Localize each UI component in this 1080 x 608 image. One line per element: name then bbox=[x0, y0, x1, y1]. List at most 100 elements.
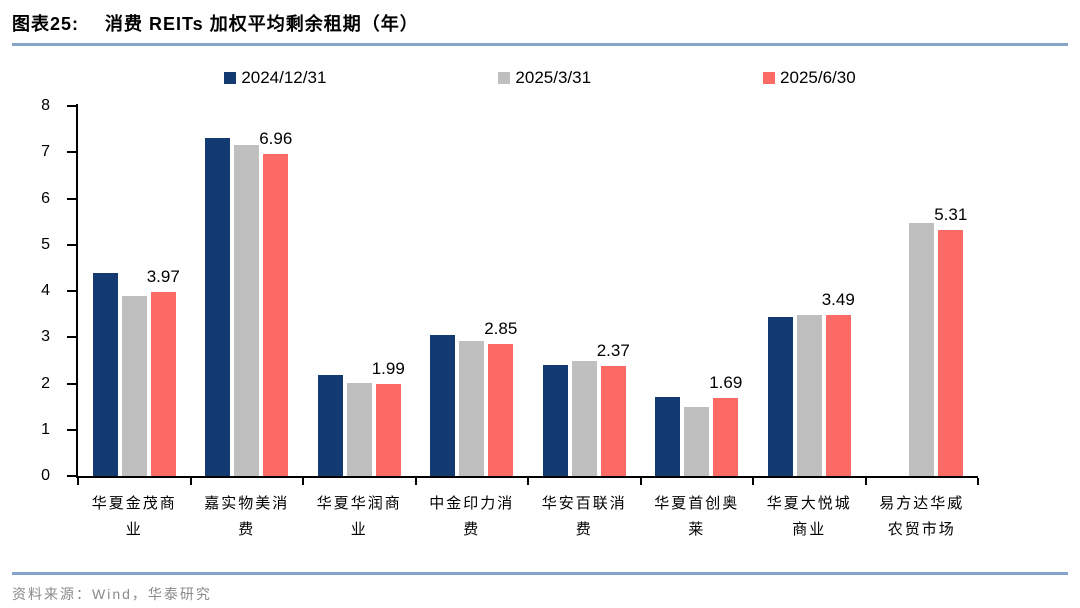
bar-value-label: 1.69 bbox=[709, 372, 743, 392]
y-tick-mark bbox=[67, 243, 76, 246]
x-category-cell: 华夏金茂商业 bbox=[78, 490, 191, 543]
bar-slot bbox=[459, 106, 485, 476]
bar-slot: 2.37 bbox=[597, 106, 630, 476]
bar-2024-12-31 bbox=[767, 316, 793, 476]
x-tick-mark bbox=[752, 478, 754, 485]
bar-slot bbox=[317, 106, 343, 476]
bar-slot bbox=[655, 106, 681, 476]
y-tick-label: 6 bbox=[41, 189, 50, 207]
chart-title: 图表25: 消费 REITs 加权平均剩余租期（年） bbox=[12, 8, 1068, 46]
source-row: 资料来源：Wind，华泰研究 bbox=[12, 572, 1068, 604]
y-tick-label: 7 bbox=[41, 143, 50, 161]
bar-2025-3-31 bbox=[346, 383, 372, 476]
bar-value-label: 2.85 bbox=[484, 319, 518, 339]
legend-swatch-icon bbox=[763, 72, 776, 84]
y-tick-mark bbox=[67, 382, 76, 385]
y-tick-mark bbox=[67, 197, 76, 200]
bar-slot bbox=[430, 106, 456, 476]
y-tick-mark bbox=[67, 151, 76, 154]
bar-2025-3-31 bbox=[459, 340, 485, 476]
legend-label: 2024/12/31 bbox=[241, 68, 327, 87]
y-tick-label: 5 bbox=[41, 235, 50, 253]
y-tick-label: 2 bbox=[41, 374, 50, 392]
bar-group: 2.37 bbox=[528, 106, 641, 476]
x-tick-mark bbox=[639, 478, 642, 485]
x-category-label: 华夏首创奥莱 bbox=[654, 494, 740, 539]
bar-slot: 1.69 bbox=[709, 106, 742, 476]
y-tick-mark bbox=[67, 475, 76, 477]
bar-group: 1.99 bbox=[303, 106, 416, 476]
bar-2024-12-31 bbox=[542, 365, 568, 476]
bar-group: 1.69 bbox=[641, 106, 754, 476]
x-category-label: 华夏华润商业 bbox=[316, 494, 402, 539]
bar-2025-3-31 bbox=[909, 222, 935, 476]
x-category-label: 华夏金茂商业 bbox=[91, 494, 177, 539]
bar-slot bbox=[542, 106, 568, 476]
legend-item-2024-12-31: 2024/12/31 bbox=[224, 68, 326, 88]
bar-slot: 3.49 bbox=[822, 106, 855, 476]
bar-2024-12-31 bbox=[430, 334, 456, 476]
y-tick-label: 4 bbox=[41, 282, 50, 299]
bar-slot bbox=[909, 106, 935, 476]
bar-group: 3.49 bbox=[753, 106, 866, 476]
x-category-cell: 易方达华威 农贸市场 bbox=[866, 490, 979, 543]
bar-group: 6.96 bbox=[191, 106, 304, 476]
bar-2025-3-31 bbox=[121, 295, 147, 476]
bar-value-label: 5.31 bbox=[934, 205, 968, 225]
x-category-cell: 嘉实物美消费 bbox=[191, 490, 304, 543]
bar-2025-6-30 bbox=[375, 383, 401, 476]
bar-slot bbox=[684, 106, 710, 476]
bar-slot: 5.31 bbox=[934, 106, 967, 476]
chart-area: 0 1 2 3 4 5 6 7 8 3.97 6.96 1.99 2.85 2.37 1.69 3.49 5.… bbox=[12, 97, 1068, 558]
figure-title-text: 消费 REITs 加权平均剩余租期（年） bbox=[105, 14, 419, 34]
bar-2025-3-31 bbox=[234, 144, 260, 476]
bar-2025-3-31 bbox=[571, 361, 597, 476]
x-tick-mark bbox=[77, 478, 79, 485]
y-tick-mark bbox=[67, 105, 76, 107]
bar-2025-6-30 bbox=[150, 292, 176, 476]
bar-slot bbox=[346, 106, 372, 476]
bar-group: 2.85 bbox=[416, 106, 529, 476]
x-category-label: 易方达华威 农贸市场 bbox=[879, 494, 965, 539]
bar-slot bbox=[571, 106, 597, 476]
x-category-label: 华夏大悦城 商业 bbox=[766, 494, 852, 539]
bar-slot bbox=[205, 106, 231, 476]
bar-slot: 1.99 bbox=[372, 106, 405, 476]
bar-2024-12-31 bbox=[92, 273, 118, 476]
bar-slot: 2.85 bbox=[484, 106, 517, 476]
bar-value-label: 1.99 bbox=[371, 358, 405, 378]
x-category-cell: 华安百联消费 bbox=[528, 490, 641, 543]
y-tick-label: 1 bbox=[41, 420, 50, 438]
bar-2025-6-30 bbox=[263, 154, 289, 476]
bar-value-label: 3.97 bbox=[146, 267, 180, 287]
legend-label: 2025/6/30 bbox=[780, 68, 856, 87]
bar-2025-3-31 bbox=[796, 315, 822, 476]
bar-slot bbox=[234, 106, 260, 476]
x-category-cell: 华夏首创奥莱 bbox=[641, 490, 754, 543]
y-tick-mark bbox=[67, 428, 76, 431]
x-tick-mark bbox=[864, 478, 867, 485]
x-category-label: 华安百联消费 bbox=[541, 494, 627, 539]
x-tick-mark bbox=[189, 478, 192, 485]
bar-group: 3.97 bbox=[78, 106, 191, 476]
source-text: 资料来源：Wind，华泰研究 bbox=[12, 586, 212, 602]
plot-area: 3.97 6.96 1.99 2.85 2.37 1.69 3.49 5.31 bbox=[67, 104, 979, 485]
bar-2025-6-30 bbox=[825, 314, 851, 476]
y-axis-labels: 0 1 2 3 4 5 6 7 8 bbox=[12, 97, 64, 484]
bar-2025-6-30 bbox=[713, 397, 739, 476]
legend-item-2025-3-31: 2025/3/31 bbox=[498, 68, 591, 88]
legend-item-2025-6-30: 2025/6/30 bbox=[763, 68, 856, 88]
y-tick-mark bbox=[67, 290, 76, 292]
chart-legend: 2024/12/31 2025/3/31 2025/6/30 bbox=[12, 68, 1068, 88]
bar-value-label: 6.96 bbox=[259, 129, 293, 149]
bar-slot: 3.97 bbox=[147, 106, 180, 476]
x-tick-mark bbox=[527, 478, 529, 485]
x-axis-line bbox=[76, 476, 978, 478]
bar-value-label: 2.37 bbox=[596, 341, 630, 361]
bar-2024-12-31 bbox=[655, 396, 681, 476]
bar-value-label: 3.49 bbox=[821, 289, 855, 309]
x-axis-labels: 华夏金茂商业嘉实物美消费华夏华润商业中金印力消费华安百联消费华夏首创奥莱华夏大悦… bbox=[78, 490, 978, 543]
x-tick-mark bbox=[977, 478, 979, 485]
bar-2025-6-30 bbox=[488, 344, 514, 476]
bar-slot bbox=[796, 106, 822, 476]
